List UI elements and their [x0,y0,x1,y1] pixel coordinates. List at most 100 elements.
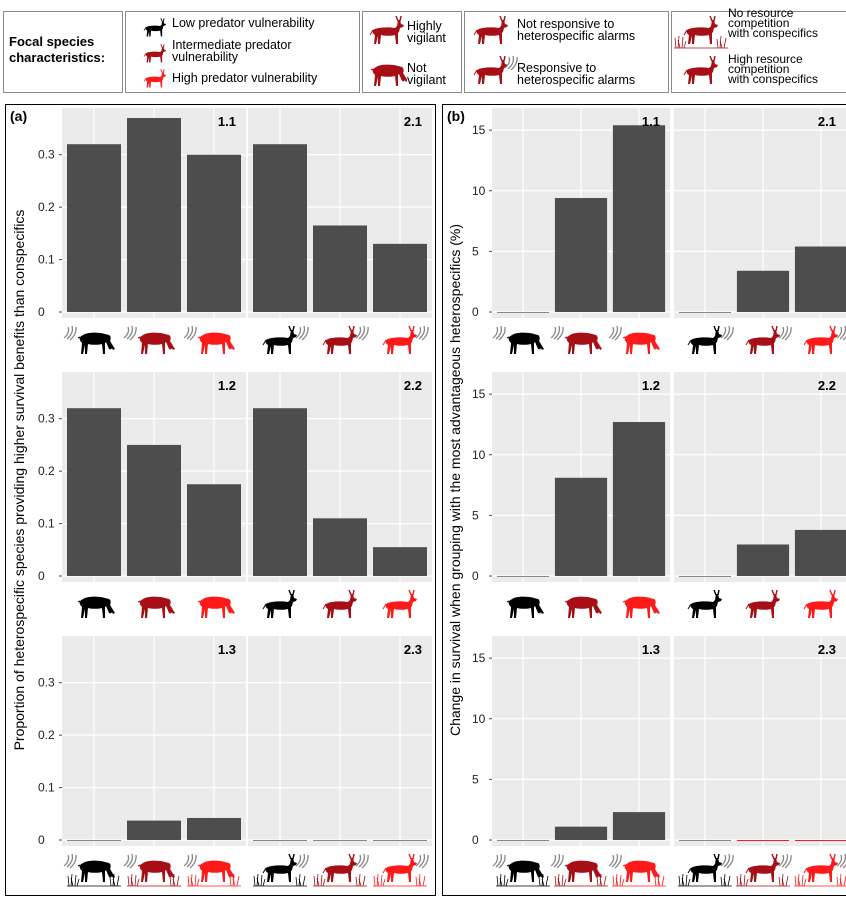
bar [67,144,121,312]
legend-title-box: Focal species characteristics: [3,11,123,93]
legend-title-line1: Focal species [9,34,95,49]
y-tick-label: 15 [472,387,486,401]
bar [373,547,427,576]
y-tick-label: 0 [38,833,45,847]
legend-no-competition-line3: with conspecifics [728,26,819,40]
legend-vulnerability-box: Low predator vulnerability Intermediate … [125,11,360,93]
y-tick-label: 0 [472,305,479,319]
legend-high-competition-line1: High resource [728,52,803,66]
facet-label: 2.1 [818,114,836,129]
facet-b-2-3: 2.3 [674,636,846,894]
facet-b-2-1: 2.1 [674,108,846,366]
panel-b-ylabel: Change in survival when grouping with th… [447,224,463,736]
legend-high-vulnerability: High predator vulnerability [172,71,318,85]
y-tick-label: 5 [472,244,479,258]
legend: Focal species characteristics: Low preda… [0,0,846,100]
bar [187,154,241,312]
bar [127,444,181,576]
facet-label: 2.3 [818,642,836,657]
bar [794,529,846,576]
facet-b-2-2: 2.2 [674,372,846,630]
facet-a-1-3: 0 0.1 0.2 0.3 1.3 [38,636,246,894]
bar [373,243,427,312]
facet-label: 2.2 [818,378,836,393]
bar [794,246,846,312]
y-tick-label: 0.1 [38,781,55,795]
facet-a-1-1: 0 0.1 0.2 0.3 1.1 [38,108,246,366]
y-tick-label: 0.1 [38,253,55,267]
bar [127,820,181,840]
y-tick-label: 0.3 [38,148,55,162]
facet-b-1-3: 0 5 10 15 1.3 [472,636,670,894]
facet-label: 1.3 [218,642,236,657]
legend-high-competition-line3: with conspecifics [728,72,819,86]
facet-a-1-2: 0 0.1 0.2 0.3 1.2 [38,372,246,630]
legend-not-responsive-line1: Not responsive to [517,17,615,31]
facet-b-1-2: 0 5 10 15 1.2 [472,372,670,630]
y-tick-label: 10 [472,448,486,462]
y-tick-label: 0.3 [38,412,55,426]
bar [736,544,790,576]
bar [253,144,307,312]
y-tick-label: 0.1 [38,517,55,531]
legend-not-vigilant-line2: vigilant [407,73,446,87]
legend-highly-vigilant-line2: vigilant [407,31,446,45]
y-tick-label: 0.3 [38,676,55,690]
facet-a-2-3: 2.3 [248,636,432,894]
legend-low-vulnerability: Low predator vulnerability [172,16,315,30]
legend-no-competition-line2: competition [728,16,790,30]
legend-high-competition-line2: competition [728,62,790,76]
legend-responsive-line2: heterospecific alarms [517,73,636,87]
y-tick-label: 15 [472,123,486,137]
facet-label: 2.1 [404,114,422,129]
legend-responsive-line1: Responsive to [517,61,597,75]
bar [554,477,608,576]
y-tick-label: 10 [472,712,486,726]
legend-not-responsive-line2: heterospecific alarms [517,29,636,43]
legend-not-vigilant-line1: Not [407,61,427,75]
facet-label: 2.2 [404,378,422,393]
y-tick-label: 0 [38,305,45,319]
y-tick-label: 0 [38,569,45,583]
facet-b-1-1: 0 5 10 15 1.1 [472,108,670,366]
legend-intermediate-line1: Intermediate predator [172,38,292,52]
panel-a-frame [5,104,436,896]
facet-label: 1.2 [642,378,660,393]
y-tick-label: 10 [472,184,486,198]
facet-label: 1.2 [218,378,236,393]
bar [253,408,307,576]
facet-label: 1.1 [218,114,236,129]
bar [612,422,666,576]
facet-background [674,636,846,846]
bar [67,408,121,576]
y-tick-label: 0 [472,833,479,847]
bar [736,270,790,312]
legend-alarm-box: Not responsive to heterospecific alarms … [464,11,669,93]
legend-no-competition-line1: No resource [728,6,794,20]
facet-plots: 00.10.20.31.1 2.100.10.20.31.2 2.200.10.20… [38,108,846,894]
bar [127,118,181,312]
bar [187,484,241,576]
y-tick-label: 5 [472,508,479,522]
y-tick-label: 0 [472,569,479,583]
bar [313,518,367,576]
bar [554,826,608,840]
bar [187,817,241,840]
legend-vigilance-box: Highly vigilant Not vigilant [362,11,462,93]
panel-b-label: (b) [447,108,465,124]
y-tick-label: 15 [472,651,486,665]
legend-highly-vigilant-line1: Highly [407,19,442,33]
bar [612,125,666,313]
y-tick-label: 5 [472,772,479,786]
panel-a-label: (a) [10,108,27,124]
bar [313,225,367,312]
y-tick-label: 0.2 [38,728,55,742]
facet-label: 2.3 [404,642,422,657]
facet-label: 1.3 [642,642,660,657]
panel-a-ylabel: Proportion of heterospecific species pro… [11,210,27,751]
legend-title-line2: characteristics: [9,50,106,65]
legend-intermediate-line2: vulnerability [172,50,239,64]
bar [612,812,666,840]
facet-label: 1.1 [642,114,660,129]
